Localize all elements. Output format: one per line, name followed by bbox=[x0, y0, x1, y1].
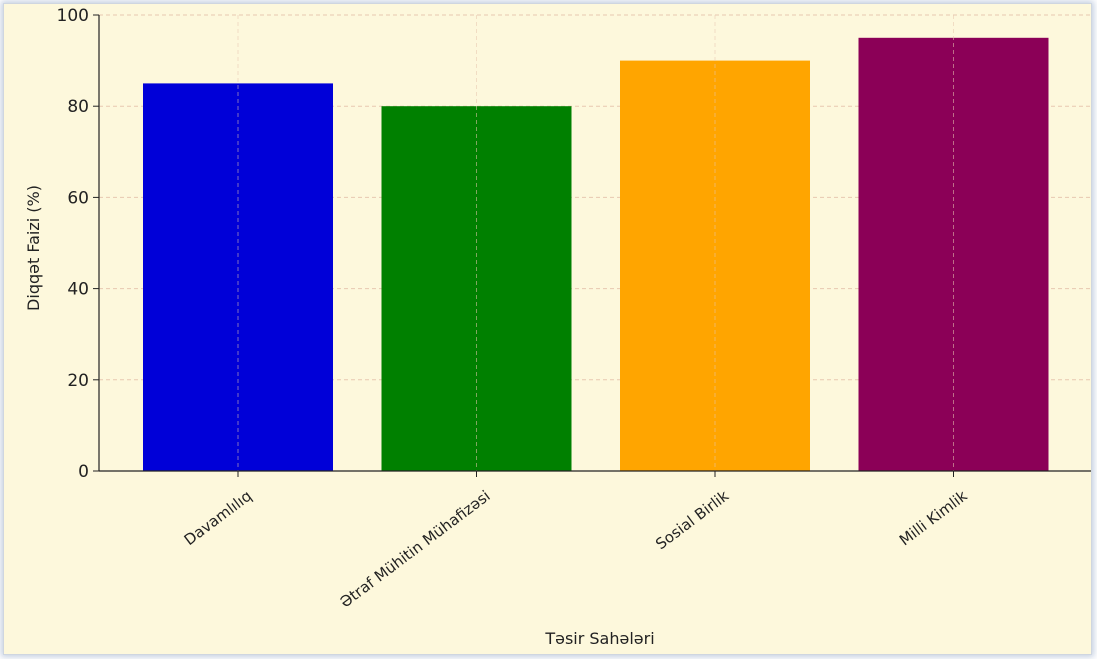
y-axis-title: Diqqət Faizi (%) bbox=[24, 185, 43, 311]
vertical-grid-lines bbox=[237, 15, 954, 471]
bars bbox=[143, 37, 1049, 472]
chart-frame: 0 20 40 60 80 100 Davamlılıq Ətraf Mühitin Müh… bbox=[3, 3, 1092, 655]
y-tick-label: 20 bbox=[67, 371, 89, 391]
x-tick-labels: Davamlılıq Ətraf Mühitin Mühafizəsi Sosial… bbox=[181, 471, 971, 611]
y-tick-label: 40 bbox=[67, 280, 89, 300]
x-tick-label: Sosial Birlik bbox=[652, 487, 732, 554]
x-tick-label: Davamlılıq bbox=[181, 487, 255, 549]
x-tick-label: Ətraf Mühitin Mühafizəsi bbox=[336, 487, 493, 612]
y-tick-label: 60 bbox=[67, 188, 89, 208]
y-tick-label: 100 bbox=[57, 6, 89, 26]
x-axis-title: Təsir Sahələri bbox=[544, 629, 654, 648]
axes bbox=[98, 15, 1091, 472]
y-tick-label: 80 bbox=[67, 97, 89, 117]
bar-chart: 0 20 40 60 80 100 Davamlılıq Ətraf Mühitin Müh… bbox=[24, 6, 1091, 648]
y-tick-labels: 0 20 40 60 80 100 bbox=[57, 6, 99, 482]
y-tick-label: 0 bbox=[78, 462, 89, 482]
x-tick-label: Milli Kimlik bbox=[896, 487, 971, 550]
